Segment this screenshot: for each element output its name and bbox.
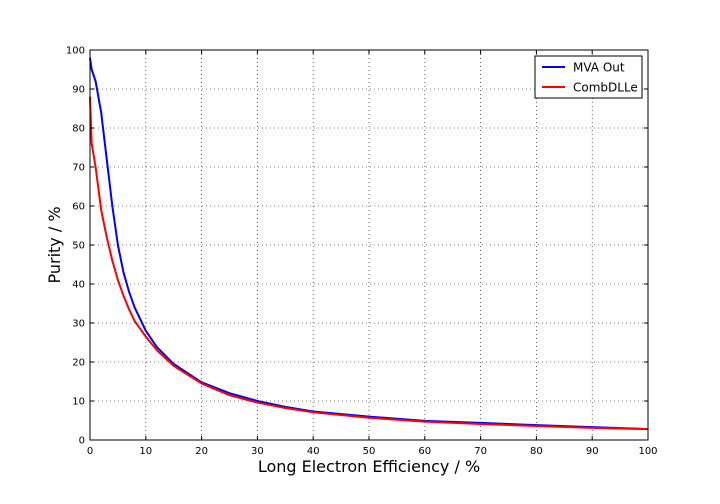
y-axis-label: Purity / % bbox=[45, 206, 64, 283]
legend-box bbox=[534, 55, 643, 99]
series-line-combdlle bbox=[89, 96, 649, 431]
y-tick-label: 30 bbox=[72, 319, 85, 330]
y-tick-label: 50 bbox=[72, 241, 85, 252]
plot-series bbox=[89, 57, 649, 431]
x-tick-label: 100 bbox=[638, 446, 657, 457]
y-tick-label: 10 bbox=[72, 397, 85, 408]
x-tick-label: 0 bbox=[87, 446, 93, 457]
x-tick-label: 90 bbox=[586, 446, 599, 457]
series-line-mva-out bbox=[89, 57, 649, 431]
grid-lines bbox=[90, 50, 648, 440]
x-tick-label: 50 bbox=[363, 446, 376, 457]
x-tick-label: 30 bbox=[251, 446, 264, 457]
y-tick-label: 70 bbox=[72, 163, 85, 174]
legend: MVA Out CombDLLe bbox=[534, 55, 643, 99]
legend-label: CombDLLe bbox=[573, 81, 638, 95]
plot-frame bbox=[89, 49, 649, 441]
y-tick-label: 80 bbox=[72, 124, 85, 135]
x-tick-label: 80 bbox=[530, 446, 543, 457]
y-tick-label: 100 bbox=[66, 46, 85, 57]
y-tick-label: 40 bbox=[72, 280, 85, 291]
x-tick-label: 40 bbox=[307, 446, 320, 457]
y-tick-label: 90 bbox=[72, 85, 85, 96]
y-tick-label: 20 bbox=[72, 358, 85, 369]
y-tick-label: 60 bbox=[72, 202, 85, 213]
x-axis-label: Long Electron Efficiency / % bbox=[258, 457, 480, 476]
y-tick-label: 0 bbox=[79, 436, 85, 447]
x-tick-label: 70 bbox=[474, 446, 487, 457]
x-tick-label: 20 bbox=[195, 446, 208, 457]
x-tick-label: 60 bbox=[418, 446, 431, 457]
axis-ticks: 0 10 20 30 40 50 60 70 80 90 100 0 10 20 30 40 50 60 70 80 9… bbox=[66, 46, 658, 458]
legend-label: MVA Out bbox=[573, 61, 625, 75]
x-tick-label: 10 bbox=[139, 446, 152, 457]
